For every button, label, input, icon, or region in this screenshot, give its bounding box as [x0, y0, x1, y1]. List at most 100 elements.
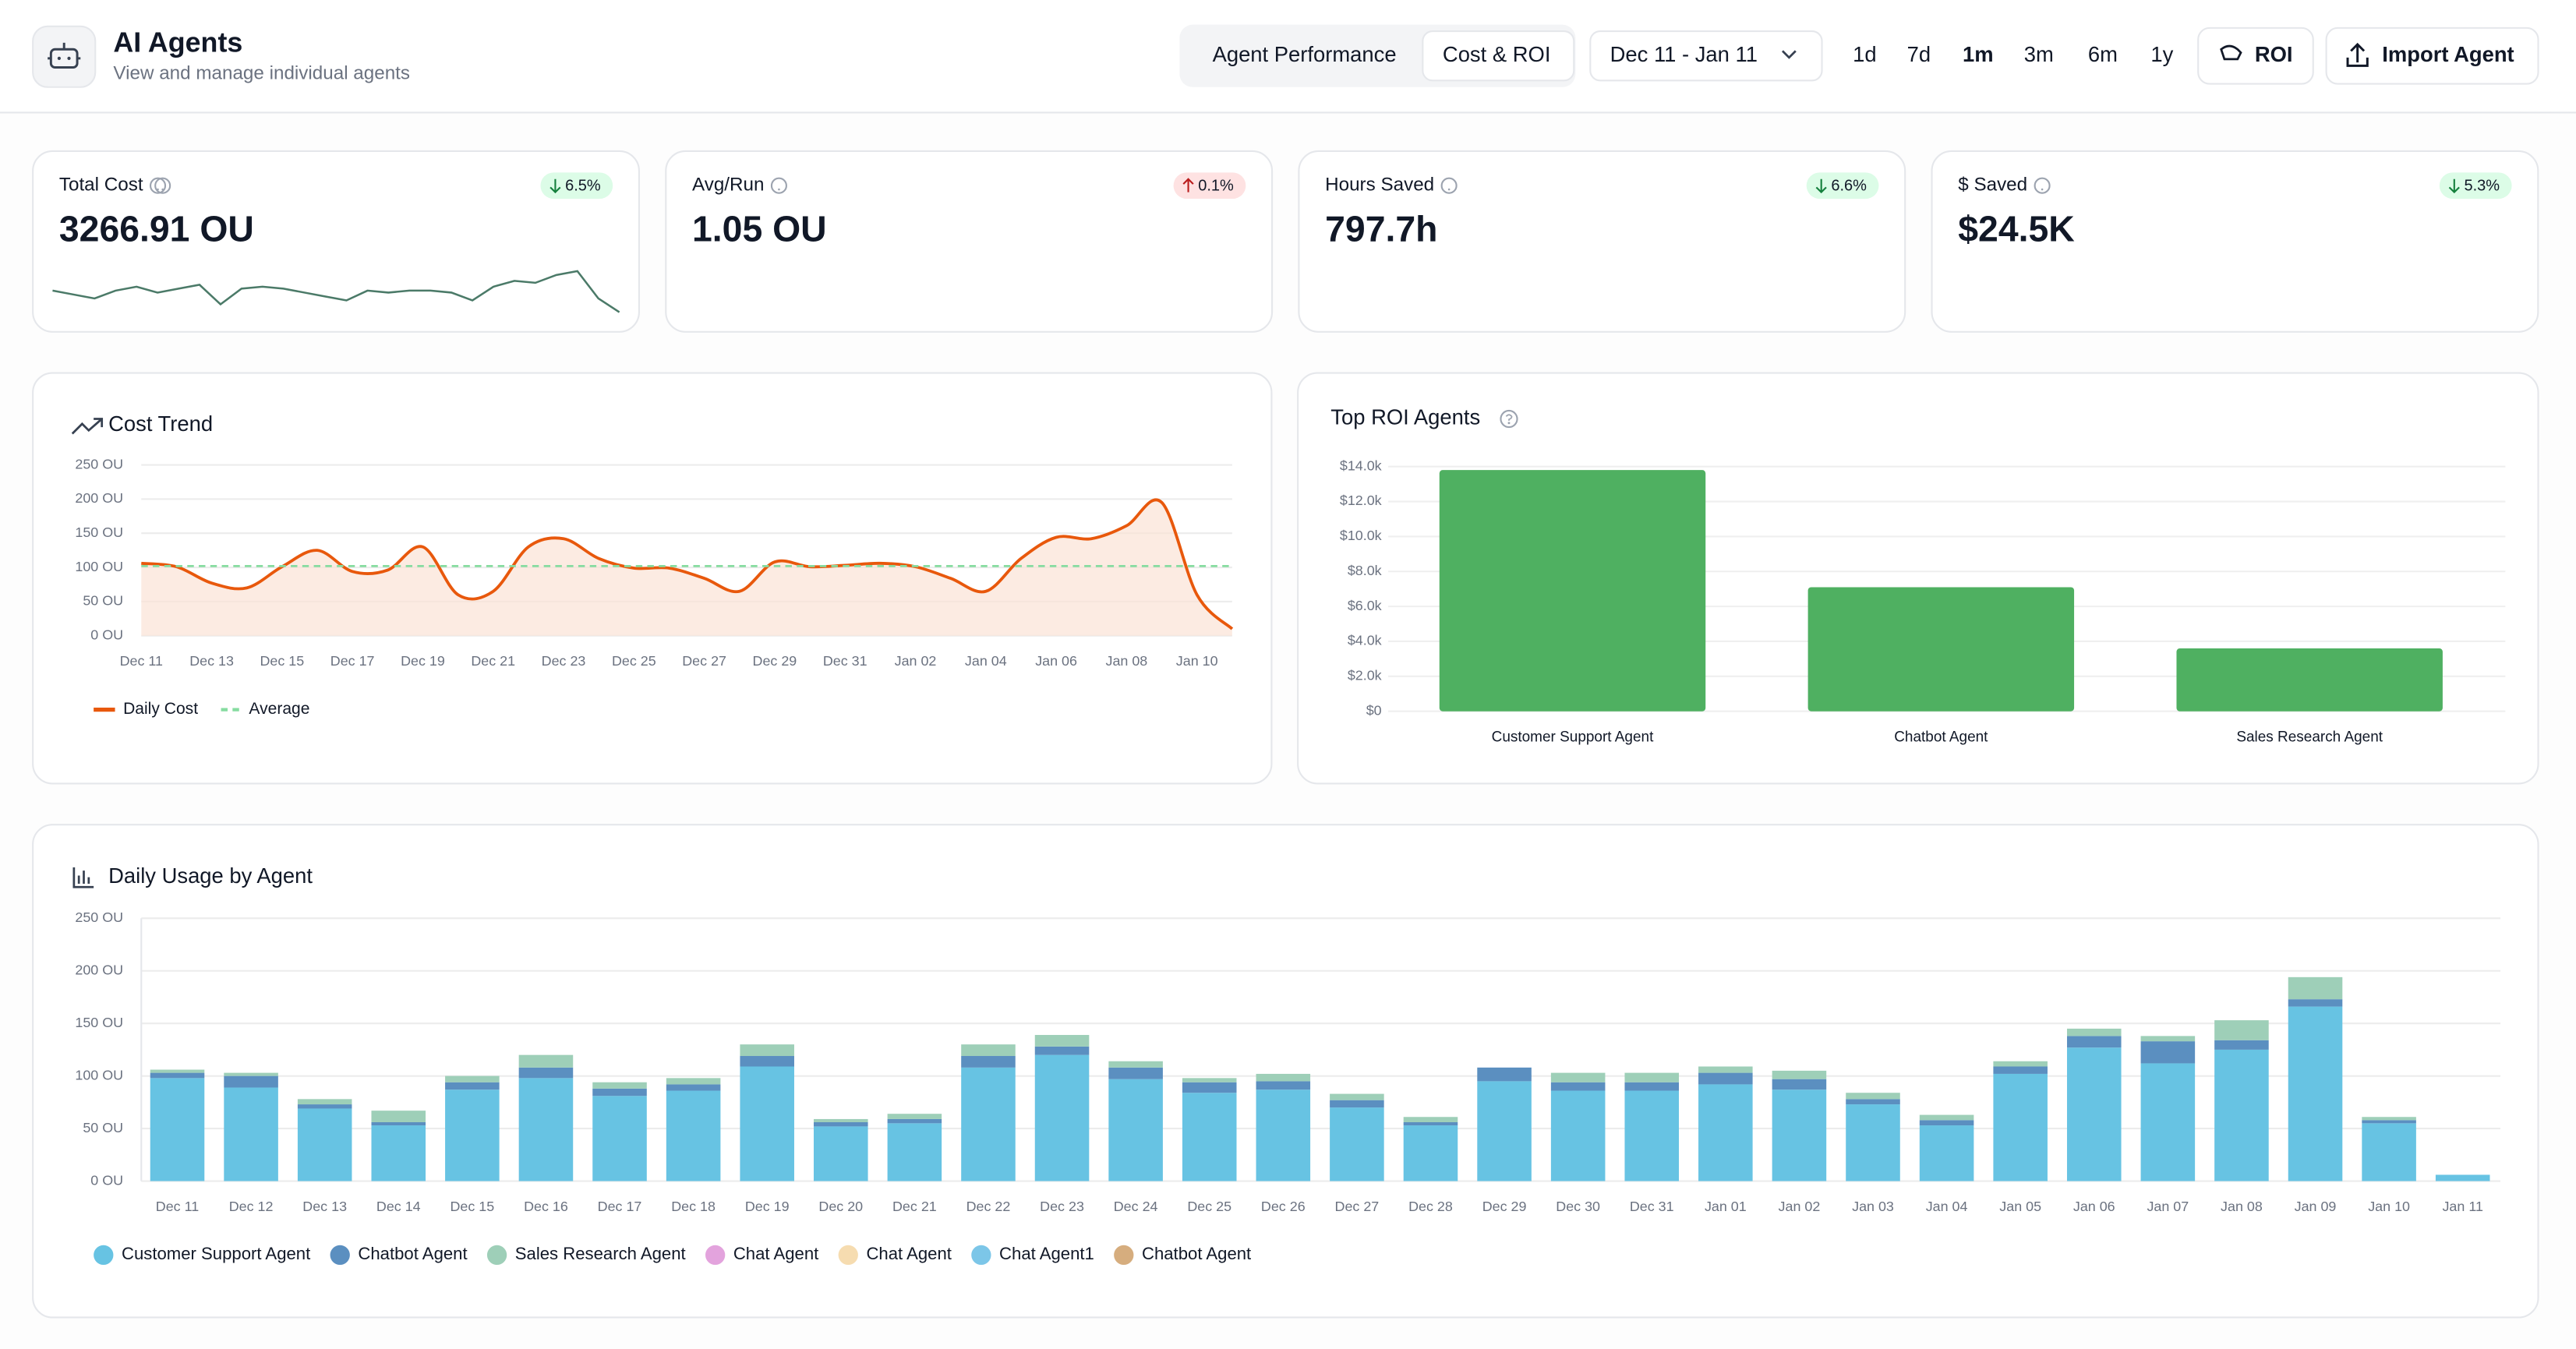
legend-swatch	[94, 1245, 114, 1266]
kpi-badge	[1806, 172, 1879, 200]
help-icon	[1500, 409, 1518, 429]
kpi-arrow	[549, 178, 561, 194]
tab[interactable]: Agent Performance	[1213, 42, 1397, 66]
page-subtitle: View and manage individual agents	[113, 62, 410, 83]
bar-segment	[1698, 1066, 1753, 1073]
bar-segment	[2140, 1041, 2196, 1064]
bar-segment	[150, 1069, 205, 1073]
bar-segment	[1846, 1104, 1900, 1181]
bar-segment	[1624, 1072, 1680, 1082]
bar-segment	[371, 1121, 426, 1126]
import-button-label[interactable]: Import Agent	[2382, 42, 2514, 66]
x-tick-label: Dec 20	[818, 1199, 863, 1214]
legend-swatch	[971, 1245, 991, 1266]
x-tick-label: Jan 01	[1705, 1199, 1747, 1214]
bar-segment	[1550, 1090, 1606, 1181]
tab-active[interactable]	[1422, 30, 1575, 82]
bar-segment	[592, 1088, 647, 1097]
x-tick-label: Dec 19	[401, 653, 445, 669]
y-tick-label: 0 OU	[90, 1172, 123, 1188]
bar-segment	[371, 1111, 426, 1122]
range-button[interactable]: 3m	[2024, 42, 2054, 66]
y-tick-label: 250 OU	[75, 456, 123, 471]
date-picker[interactable]	[1589, 30, 1823, 82]
bar-segment	[1772, 1079, 1827, 1090]
bar-segment	[1330, 1093, 1384, 1100]
bar-segment	[518, 1067, 574, 1079]
x-tick-label: Dec 19	[745, 1199, 790, 1214]
x-tick-label: Jan 08	[2221, 1199, 2263, 1214]
x-tick-label: Dec 18	[671, 1199, 716, 1214]
import-button[interactable]	[2325, 26, 2539, 85]
bar-segment	[518, 1078, 574, 1181]
bar-segment	[2140, 1036, 2196, 1042]
roi-button-label[interactable]: ROI	[2255, 42, 2293, 66]
roi-icon	[2220, 44, 2242, 61]
bar-segment	[1846, 1099, 1900, 1105]
date-range[interactable]: Dec 11 - Jan 11	[1610, 42, 1758, 66]
x-tick-label: Dec 22	[966, 1199, 1011, 1214]
x-tick-label: Dec 24	[1114, 1199, 1158, 1214]
bar-segment	[887, 1118, 942, 1124]
bar-segment	[2288, 976, 2343, 1000]
x-tick-label: Dec 29	[753, 653, 797, 669]
bar-segment	[961, 1056, 1016, 1068]
x-tick-label: Dec 28	[1408, 1199, 1453, 1214]
bar-segment	[814, 1121, 868, 1127]
x-tick-label: Jan 02	[895, 653, 937, 669]
bar-segment	[518, 1054, 574, 1068]
help-icon	[2034, 177, 2051, 194]
x-tick-label: Dec 27	[1335, 1199, 1380, 1214]
bar-segment	[961, 1044, 1016, 1057]
range-button[interactable]: 7d	[1907, 42, 1931, 66]
y-tick-label: $2.0k	[1348, 668, 1382, 683]
y-tick-label: $10.0k	[1340, 528, 1382, 543]
x-tick-label: Chatbot Agent	[1894, 729, 1988, 745]
kpi-value: $24.5K	[1958, 208, 2075, 249]
legend-swatch	[486, 1245, 507, 1266]
bar-segment	[1182, 1078, 1237, 1082]
x-tick-label: Dec 26	[1261, 1199, 1306, 1214]
bar-segment	[1403, 1117, 1458, 1122]
range-button[interactable]: 1m	[1963, 42, 1994, 66]
bar-segment	[297, 1104, 352, 1109]
bar-segment	[2435, 1174, 2490, 1181]
y-tick-label: $12.0k	[1340, 493, 1382, 508]
y-tick-label: 200 OU	[75, 962, 123, 977]
y-tick-label: $6.0k	[1348, 598, 1382, 613]
bar-segment	[445, 1075, 500, 1082]
range-button[interactable]: 1y	[2150, 42, 2173, 66]
x-tick-label: Sales Research Agent	[2236, 729, 2383, 745]
range-button[interactable]: 1d	[1853, 42, 1876, 66]
bar-segment	[1846, 1093, 1900, 1100]
x-tick-label: Dec 27	[682, 653, 726, 669]
x-tick-label: Jan 05	[1999, 1199, 2041, 1214]
roi-button[interactable]	[2197, 26, 2314, 85]
x-tick-label: Jan 09	[2295, 1199, 2337, 1214]
x-tick-label: Dec 14	[376, 1199, 421, 1214]
range-button[interactable]: 6m	[2088, 42, 2118, 66]
bar-segment	[445, 1082, 500, 1090]
bar-segment	[740, 1056, 794, 1067]
tab[interactable]: Cost & ROI	[1443, 42, 1551, 66]
import-icon	[2346, 42, 2369, 67]
x-tick-label: Dec 30	[1556, 1199, 1600, 1214]
legend-swatch	[705, 1245, 726, 1266]
chart-title: Cost Trend	[108, 411, 213, 436]
bar-segment	[740, 1066, 794, 1181]
x-tick-label: Dec 17	[330, 653, 375, 669]
legend-label: Average	[249, 700, 309, 718]
legend-label: Chat Agent	[866, 1244, 951, 1263]
kpi-change: 5.3%	[2464, 178, 2500, 195]
bar-segment	[150, 1072, 205, 1079]
trend-icon	[71, 418, 104, 435]
bar-segment	[1919, 1125, 1974, 1181]
x-tick-label: Dec 21	[892, 1199, 937, 1214]
x-tick-label: Jan 07	[2147, 1199, 2189, 1214]
bar-segment	[1550, 1082, 1606, 1091]
bars-icon	[72, 867, 94, 888]
bar-segment	[740, 1044, 794, 1057]
bar-segment	[224, 1075, 278, 1088]
bar-segment	[1182, 1082, 1237, 1093]
bar-segment	[1993, 1066, 2048, 1074]
